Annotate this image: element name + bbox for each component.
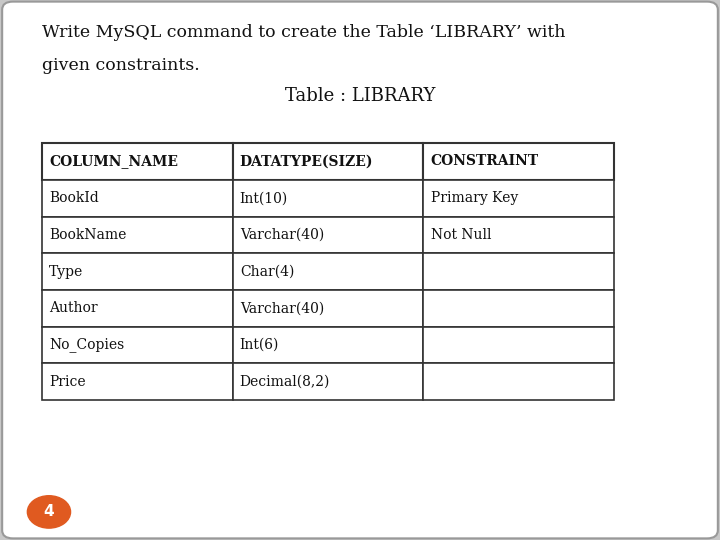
Text: COLUMN_NAME: COLUMN_NAME — [49, 154, 178, 168]
Bar — [42, 143, 233, 180]
Text: Price: Price — [49, 375, 86, 389]
Bar — [423, 143, 614, 180]
Bar — [233, 253, 423, 290]
Text: BookName: BookName — [49, 228, 126, 242]
Text: Int(6): Int(6) — [240, 338, 279, 352]
Bar — [233, 290, 423, 327]
Text: 4: 4 — [44, 504, 54, 519]
Bar — [42, 253, 233, 290]
Text: CONSTRAINT: CONSTRAINT — [431, 154, 539, 168]
Bar — [423, 253, 614, 290]
Text: Varchar(40): Varchar(40) — [240, 301, 324, 315]
Text: Int(10): Int(10) — [240, 191, 288, 205]
Text: No_Copies: No_Copies — [49, 338, 125, 353]
Text: Not Null: Not Null — [431, 228, 491, 242]
Bar — [423, 290, 614, 327]
Text: Type: Type — [49, 265, 84, 279]
Bar — [42, 327, 233, 363]
Bar — [233, 363, 423, 400]
Text: Decimal(8,2): Decimal(8,2) — [240, 375, 330, 389]
Text: Author: Author — [49, 301, 98, 315]
Bar — [233, 180, 423, 217]
Text: Primary Key: Primary Key — [431, 191, 518, 205]
Bar — [42, 363, 233, 400]
Bar — [42, 290, 233, 327]
Text: Write MySQL command to create the Table ‘LIBRARY’ with: Write MySQL command to create the Table … — [42, 24, 565, 41]
Bar — [42, 180, 233, 217]
Text: BookId: BookId — [49, 191, 99, 205]
Bar — [423, 180, 614, 217]
Bar — [423, 217, 614, 253]
Text: Varchar(40): Varchar(40) — [240, 228, 324, 242]
Bar — [42, 217, 233, 253]
Bar — [233, 217, 423, 253]
Circle shape — [27, 496, 71, 528]
Text: Char(4): Char(4) — [240, 265, 294, 279]
Text: DATATYPE(SIZE): DATATYPE(SIZE) — [240, 154, 373, 168]
Text: given constraints.: given constraints. — [42, 57, 199, 73]
Text: Table : LIBRARY: Table : LIBRARY — [285, 87, 435, 105]
Bar — [233, 327, 423, 363]
Bar — [423, 327, 614, 363]
Bar — [233, 143, 423, 180]
Bar — [423, 363, 614, 400]
